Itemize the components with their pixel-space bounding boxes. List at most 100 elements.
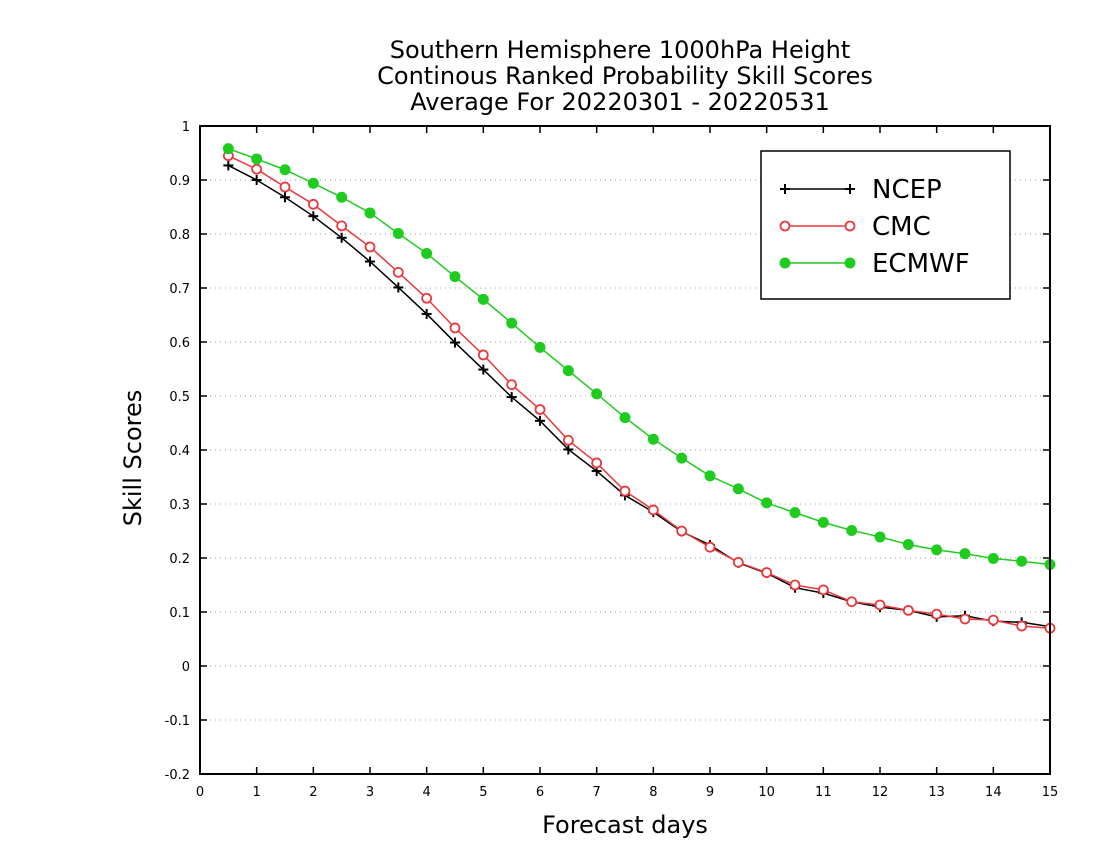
data-point [280, 192, 290, 203]
data-point [421, 308, 432, 319]
data-point [365, 256, 375, 267]
data-point [421, 292, 433, 304]
data-point [392, 227, 404, 239]
y-tick-label: 1 [182, 120, 190, 135]
data-point [392, 266, 404, 278]
data-point [846, 524, 858, 536]
data-point [279, 164, 291, 176]
data-point [619, 485, 631, 497]
data-point [562, 434, 574, 446]
y-tick-label: 0.7 [169, 282, 190, 297]
data-point [761, 567, 773, 578]
plot-series [222, 143, 1056, 634]
data-point [421, 247, 433, 259]
x-tick-label: 9 [706, 785, 714, 800]
x-tick-label: 13 [928, 785, 945, 800]
data-point [336, 220, 348, 232]
data-point [336, 232, 347, 243]
title-line-1: Southern Hemisphere 1000hPa Height [390, 36, 850, 64]
data-point [902, 539, 914, 550]
data-point [874, 531, 886, 543]
data-point [779, 220, 791, 232]
y-tick-label: 0.5 [169, 390, 190, 405]
data-point [534, 341, 546, 353]
data-point [562, 365, 574, 377]
data-point [959, 548, 971, 560]
data-point [307, 198, 319, 210]
y-tick-label: 0.9 [169, 174, 190, 189]
plot-frame [199, 125, 1051, 775]
data-point [591, 457, 603, 469]
y-tick-label: 0.2 [169, 552, 190, 567]
data-point [251, 175, 262, 185]
y-tick-label: 0.1 [169, 606, 190, 621]
data-point [676, 525, 688, 537]
data-point [844, 220, 856, 232]
y-tick-label: -0.2 [165, 768, 190, 783]
legend-label: ECMWF [872, 249, 970, 279]
x-tick-label: 10 [758, 785, 775, 800]
data-point [619, 412, 631, 424]
data-point [846, 596, 858, 608]
data-point [959, 613, 971, 625]
legend-item-cmc: CMC [779, 212, 931, 242]
x-tick-label: 1 [253, 785, 261, 800]
legend-item-ecmwf: ECMWF [779, 249, 970, 279]
data-point [477, 349, 489, 361]
data-point [223, 160, 234, 171]
data-point [506, 317, 518, 329]
data-point [336, 191, 348, 203]
data-point [307, 177, 319, 189]
x-tick-label: 6 [536, 785, 544, 800]
data-point [393, 282, 404, 293]
data-point [844, 257, 856, 269]
data-point [817, 584, 829, 596]
x-tick-label: 11 [815, 785, 832, 800]
data-point [817, 516, 829, 528]
data-point [704, 470, 716, 482]
data-point [535, 415, 545, 426]
chart-title: Southern Hemisphere 1000hPa Height Conti… [377, 36, 873, 116]
legend-box [760, 150, 1011, 300]
data-point [931, 608, 943, 620]
data-point [449, 322, 461, 334]
data-point [364, 207, 376, 219]
grid [200, 179, 1050, 721]
legend-label: CMC [872, 212, 931, 242]
data-point [761, 497, 773, 509]
data-point [732, 483, 744, 495]
y-axis-label: Skill Scores [119, 390, 147, 527]
data-point [477, 293, 489, 305]
x-tick-label: 7 [593, 785, 601, 800]
x-tick-label: 0 [196, 785, 204, 800]
data-point [931, 544, 943, 556]
x-tick-label: 2 [309, 785, 317, 800]
data-point [780, 184, 790, 194]
data-point [506, 392, 517, 403]
data-point [902, 604, 914, 616]
x-axis-label: Forecast days [542, 811, 708, 839]
legend-label: NCEP [872, 175, 942, 205]
data-point [987, 553, 999, 565]
x-tick-label: 8 [649, 785, 657, 800]
data-point [732, 556, 744, 568]
data-point [647, 504, 659, 516]
data-point [478, 364, 489, 375]
data-point [308, 211, 319, 222]
series-ecmwf [222, 143, 1056, 570]
y-tick-label: 0.6 [169, 336, 190, 351]
data-point [563, 444, 574, 455]
x-tick-label: 12 [872, 785, 889, 800]
data-point [364, 241, 376, 253]
y-tick-label: 0 [182, 660, 190, 675]
data-point [789, 579, 801, 591]
legend-item-ncep: NCEP [780, 175, 942, 205]
data-point [987, 614, 999, 626]
x-tick-label: 4 [423, 785, 431, 800]
data-point [779, 257, 791, 269]
data-point [845, 184, 855, 194]
data-point [251, 163, 263, 175]
data-point [1016, 555, 1028, 567]
data-point [591, 388, 603, 400]
